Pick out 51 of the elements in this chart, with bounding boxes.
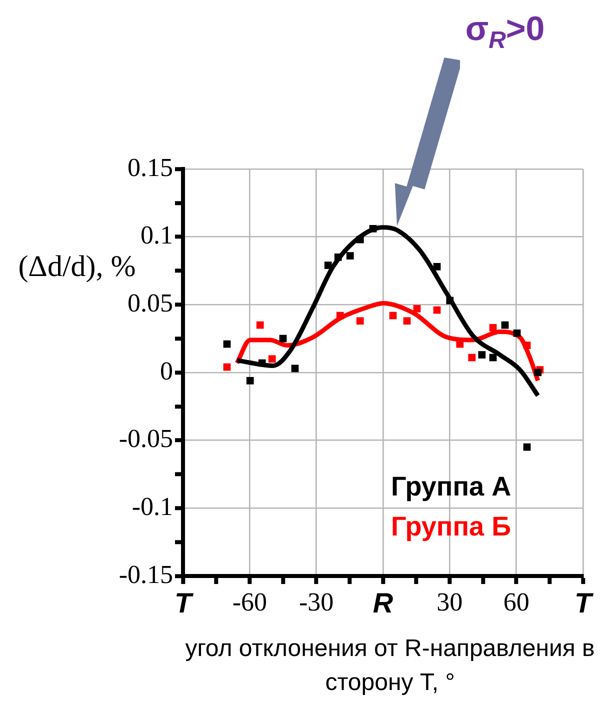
- point: [258, 359, 266, 367]
- point: [523, 443, 531, 451]
- x-tick-label: 60: [503, 587, 530, 616]
- x-tick-label: -60: [232, 587, 268, 616]
- point: [501, 321, 509, 329]
- point: [389, 312, 397, 320]
- point: [534, 368, 542, 376]
- point: [413, 305, 421, 312]
- line-series: [234, 301, 540, 383]
- series-label: Группа А: [391, 471, 512, 502]
- point: [256, 321, 264, 329]
- x-tick-label: -30: [298, 587, 334, 616]
- x-tick-label: T: [574, 588, 594, 619]
- point: [433, 263, 441, 270]
- x-tick-label: 30: [436, 587, 463, 616]
- point: [489, 354, 497, 362]
- point: [324, 262, 332, 270]
- point: [403, 317, 411, 325]
- x-axis-title: угол отклонения от R-направления в сторону T, °: [184, 634, 596, 698]
- point: [489, 324, 497, 332]
- point: [279, 334, 287, 342]
- text: Группа Б: [391, 511, 511, 542]
- point: [334, 254, 342, 261]
- point: [223, 363, 231, 371]
- y-tick-label: -0.05: [118, 424, 173, 454]
- point: [478, 351, 486, 359]
- y-tick-label: 0: [160, 356, 173, 386]
- y-tick-label: 0.1: [140, 220, 173, 250]
- point: [523, 342, 531, 350]
- y-tick-label: 0.15: [128, 152, 173, 182]
- y-tick-label: -0.15: [118, 560, 173, 589]
- point: [268, 355, 276, 363]
- point: [246, 376, 254, 384]
- point: [356, 236, 364, 244]
- point: [513, 329, 521, 337]
- y-tick-label: -0.1: [132, 492, 173, 521]
- x-tick-label: R: [372, 588, 394, 619]
- text: σ$_{R}$>0: [465, 10, 545, 55]
- point: [291, 364, 299, 372]
- point: [346, 252, 354, 260]
- x-tick-label: T: [174, 588, 194, 619]
- point: [223, 340, 231, 348]
- line-series: [234, 225, 540, 398]
- point: [336, 312, 344, 320]
- point: [446, 296, 454, 304]
- point: [356, 317, 364, 325]
- point: [369, 225, 377, 232]
- y-axis-title: (Δd/d), %: [17, 250, 137, 284]
- point: [468, 354, 476, 362]
- y-tick-label: 0.05: [128, 288, 173, 318]
- point: [433, 306, 441, 314]
